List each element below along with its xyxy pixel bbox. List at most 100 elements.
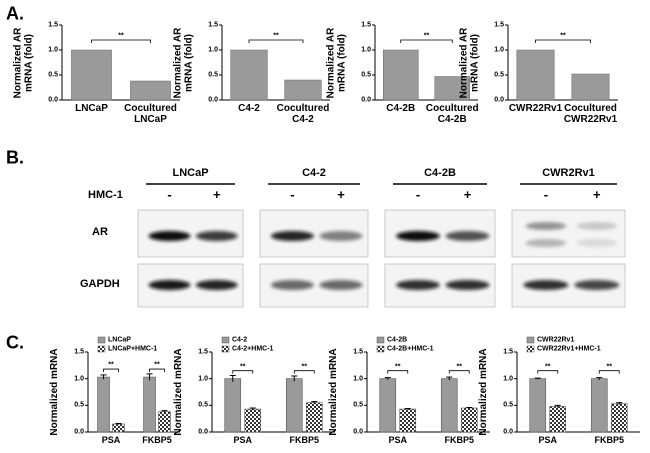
lane-label: -	[543, 187, 549, 203]
legend-swatch	[97, 336, 106, 344]
significance-bracket	[535, 39, 591, 43]
lane-label: +	[592, 187, 601, 203]
legend-swatch	[376, 336, 385, 344]
y-axis-label: Normalized AR mRNA (fold)	[458, 27, 481, 98]
y-tick-label: 0.5	[503, 401, 513, 409]
legend-swatch	[221, 336, 230, 344]
cell-line-label: CWR2Rv1	[542, 167, 595, 180]
significance-bracket	[232, 370, 254, 374]
y-axis-label: Normalized mRNA	[327, 348, 339, 436]
legend-label: CWR22Rv1	[537, 336, 575, 344]
legend-label: C4-2	[232, 336, 248, 344]
x-tick-label: PSA	[388, 435, 408, 445]
significance-label: **	[118, 32, 124, 40]
y-tick-label: 1.5	[494, 21, 504, 29]
y-tick-label: 1.0	[494, 46, 504, 54]
blot-band	[270, 280, 314, 290]
blot-band	[195, 280, 238, 290]
x-tick-label: Cocultured C4-2B	[425, 103, 479, 125]
blot-band	[574, 280, 620, 290]
blot-band	[576, 239, 618, 247]
x-tick-label: PSA	[101, 435, 121, 445]
y-tick-label: 1.0	[361, 46, 371, 54]
lane-label: -	[415, 187, 421, 203]
cell-line-label: C4-2	[302, 167, 326, 180]
blot-band	[319, 231, 363, 241]
blot-band	[195, 231, 238, 241]
bar	[529, 378, 547, 433]
x-tick-label: PSA	[233, 435, 253, 445]
x-tick-label: Cocultured LNCaP	[124, 103, 177, 125]
bar	[230, 49, 268, 101]
blot-band	[396, 231, 440, 241]
bar	[284, 79, 322, 101]
blot-band	[525, 222, 567, 230]
y-tick-label: 1.0	[48, 46, 58, 54]
y-tick-label: 1.5	[48, 21, 58, 29]
y-tick-label: 0.5	[198, 401, 208, 409]
x-tick-label: LNCaP	[75, 103, 108, 114]
significance-label: **	[560, 32, 566, 40]
x-tick-label: FKBP5	[444, 435, 475, 445]
blot-band	[396, 280, 440, 290]
significance-label: **	[606, 362, 612, 370]
bar	[434, 76, 471, 101]
blot-band	[445, 231, 490, 241]
lane-label: +	[337, 187, 345, 203]
bar	[549, 406, 567, 433]
bar	[516, 49, 555, 101]
legend-swatch	[376, 345, 385, 353]
bar	[610, 403, 628, 433]
y-axis-label: Normalized AR mRNA (fold)	[12, 27, 35, 98]
bar	[143, 376, 156, 433]
y-tick-label: 0.0	[361, 96, 371, 104]
x-tick-label: FKBP5	[289, 435, 320, 445]
bar	[460, 407, 478, 433]
blot-band	[319, 280, 363, 290]
blot-band	[148, 231, 191, 241]
legend-swatch	[97, 345, 106, 353]
significance-bracket	[448, 370, 470, 374]
bar	[379, 378, 397, 433]
legend-label: C4-2+HMC-1	[232, 345, 274, 353]
y-tick-label: 1.5	[353, 348, 363, 356]
bar	[440, 378, 458, 433]
significance-bracket	[91, 39, 151, 43]
legend-label: C4-2B	[387, 336, 408, 344]
y-tick-label: 0.5	[361, 71, 371, 79]
blot-band	[525, 239, 567, 247]
y-axis-label: Normalized mRNA	[48, 348, 60, 436]
panel-letter: B.	[6, 147, 24, 168]
significance-bracket	[149, 368, 165, 373]
x-tick-label: CWR22Rv1	[508, 103, 563, 114]
significance-label: **	[273, 32, 279, 40]
y-tick-label: 1.5	[503, 348, 513, 356]
blot-band	[576, 222, 618, 230]
bar	[158, 411, 171, 433]
y-tick-label: 1.5	[208, 21, 218, 29]
y-axis-label: Normalized mRNA	[477, 348, 489, 436]
treatment-label: HMC-1	[88, 189, 123, 202]
significance-label: **	[456, 362, 462, 370]
y-tick-label: 0.5	[48, 71, 58, 79]
significance-label: **	[423, 32, 430, 40]
lane-label: -	[290, 187, 295, 203]
panel-letter: C.	[6, 332, 24, 353]
legend-label: LNCaP	[108, 336, 131, 344]
y-tick-label: 1.0	[503, 374, 513, 382]
significance-bracket	[537, 370, 559, 374]
blot-band	[523, 280, 569, 290]
significance-label: **	[301, 362, 307, 370]
y-tick-label: 0.0	[74, 428, 84, 436]
legend-swatch	[526, 336, 535, 344]
y-tick-label: 1.0	[353, 374, 363, 382]
y-tick-label: 0.5	[208, 71, 218, 79]
legend-label: C4-2B+HMC-1	[387, 345, 434, 353]
y-tick-label: 0.0	[208, 96, 218, 104]
y-tick-label: 0.0	[48, 96, 58, 104]
x-tick-label: PSA	[538, 435, 558, 445]
bar	[571, 73, 610, 101]
y-tick-label: 1.0	[198, 374, 208, 382]
bar	[244, 408, 262, 433]
